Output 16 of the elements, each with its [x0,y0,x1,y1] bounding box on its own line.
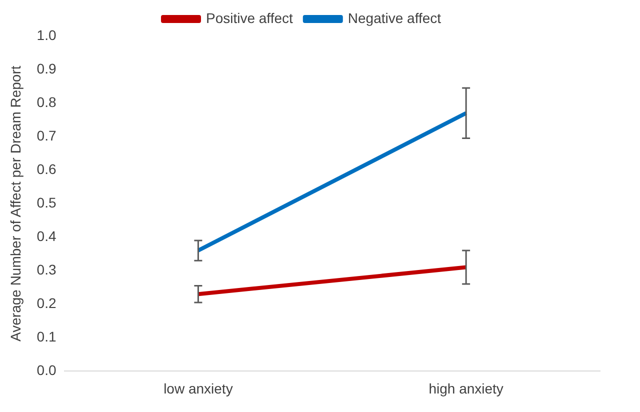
y-tick-label: 0.4 [36,228,56,244]
y-tick-label: 0.2 [36,295,56,312]
y-tick-label: 0.8 [36,94,56,110]
x-tick-label: high anxiety [428,380,504,396]
y-tick-label: 1.0 [36,26,56,43]
y-tick-label: 0.6 [36,160,56,177]
x-tick-label: low anxiety [164,380,233,396]
y-tick-label: 0.9 [36,60,56,76]
y-axis-title: Average Number of Affect per Dream Report [7,66,24,342]
y-tick-label: 0.7 [36,127,56,144]
y-tick-label: 0.1 [36,328,56,345]
y-tick-label: 0.0 [36,362,56,378]
y-tick-label: 0.5 [36,194,56,210]
legend-label: Negative affect [348,10,442,26]
legend-label: Positive affect [206,10,293,26]
y-tick-label: 0.3 [36,262,56,278]
